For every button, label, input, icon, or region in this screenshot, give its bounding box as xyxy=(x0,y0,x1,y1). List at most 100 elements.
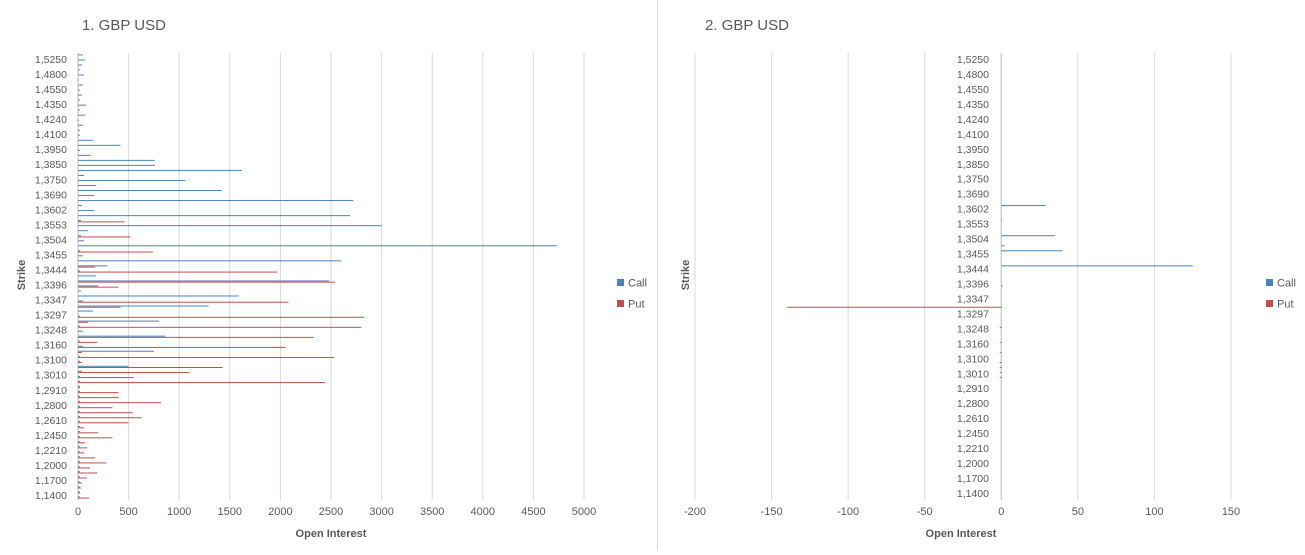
chart-1-bar-call xyxy=(78,240,85,242)
chart-2-y-tick-label: 1,1700 xyxy=(957,473,989,485)
chart-1-bar-call xyxy=(78,476,81,478)
chart-1-bar-call xyxy=(78,265,108,267)
chart-1-bar-call xyxy=(78,230,89,232)
chart-1-bar-call xyxy=(78,270,81,272)
chart-1-bar-call xyxy=(78,441,81,443)
chart-1-bar-call xyxy=(78,486,81,488)
chart-1-bar-call xyxy=(78,79,80,81)
chart-1-y-tick-label: 1,4350 xyxy=(35,99,67,111)
chart-1-bar-call xyxy=(78,330,84,332)
chart-1-bar-call xyxy=(78,99,81,101)
chart-1-bar-call xyxy=(78,320,159,322)
chart-1-bar-put xyxy=(78,472,98,474)
chart-2-bar-put xyxy=(999,367,1002,369)
chart-1-bar-call xyxy=(78,325,81,327)
chart-2-y-tick-label: 1,3297 xyxy=(957,308,989,320)
chart-1-y-tick-label: 1,5250 xyxy=(35,54,67,66)
chart-1-y-tick-label: 1,3248 xyxy=(35,325,67,337)
chart-1-y-tick-label: 1,3160 xyxy=(35,340,67,352)
chart-2-x-tick-label: -150 xyxy=(761,506,783,518)
chart-panel-1: 1. GBP USD 0 500 1000 1500 2000 2500 3000 3500 40… xyxy=(0,0,657,550)
chart-1-bar-call xyxy=(78,275,97,277)
chart-1-bar-put xyxy=(78,462,107,464)
chart-1-x-tick-label: 0 xyxy=(75,506,81,518)
chart-2-svg: 2. GBP USD -200 -150 -100 -50 0 50 100 150 1,5250… xyxy=(680,17,1296,540)
chart-2-y-tick-label: 1,2000 xyxy=(957,458,989,470)
chart-2-y-tick-label: 1,4350 xyxy=(957,99,989,111)
chart-1-bar-call xyxy=(78,375,81,377)
chart-1-bar-put xyxy=(78,422,129,424)
chart-1-x-tick-label: 4500 xyxy=(521,506,545,518)
chart-1-bar-put xyxy=(78,452,85,454)
chart-2-y-tick-label: 1,3850 xyxy=(957,159,989,171)
chart-1-legend-swatch-call xyxy=(617,279,624,286)
chart-1-bar-put xyxy=(78,467,91,469)
chart-1-legend-label-put: Put xyxy=(628,299,645,311)
chart-1-y-tick-label: 1,1700 xyxy=(35,475,67,487)
chart-2-bar-put xyxy=(999,351,1002,353)
chart-2-y-tick-label: 1,4550 xyxy=(957,84,989,96)
chart-1-bar-put xyxy=(78,412,133,414)
chart-2-bar-put xyxy=(999,377,1002,379)
chart-1-bar-call xyxy=(78,395,81,397)
chart-1-bar-call xyxy=(78,235,82,237)
chart-1-bar-call xyxy=(78,365,129,367)
chart-1-bar-call xyxy=(78,496,81,498)
chart-2-bar-call xyxy=(1001,245,1005,247)
chart-1-bar-put xyxy=(78,427,85,429)
chart-1-bar-put xyxy=(78,271,278,273)
chart-2-bar-call xyxy=(1001,250,1063,252)
chart-2-y-tick-label: 1,2610 xyxy=(957,413,989,425)
chart-2-title: 2. GBP USD xyxy=(705,17,789,34)
chart-1-bar-call xyxy=(78,416,81,418)
chart-2-y-tick-label: 1,3010 xyxy=(957,368,989,380)
chart-2-y-tick-label: 1,3455 xyxy=(957,249,989,261)
chart-2-y-tick-label: 1,3504 xyxy=(957,234,989,246)
chart-2-y-tick-label: 1,4240 xyxy=(957,114,989,126)
chart-1-bar-call xyxy=(78,451,81,453)
chart-1-bar-call xyxy=(78,385,81,387)
chart-1-bar-put xyxy=(78,497,90,499)
chart-1-bar-call xyxy=(78,250,81,252)
chart-1-bar-call xyxy=(78,255,84,257)
chart-1-bar-call xyxy=(78,119,80,121)
chart-1-bar-call xyxy=(78,184,97,186)
chart-1-title: 1. GBP USD xyxy=(82,17,166,34)
chart-2-legend-label-put: Put xyxy=(1277,299,1294,311)
chart-2-y-tick-label: 1,5250 xyxy=(957,54,989,66)
chart-1-bar-call xyxy=(78,481,81,483)
chart-2-bar-call xyxy=(1001,220,1003,222)
chart-1-bar-put xyxy=(78,397,119,399)
chart-1-bar-put xyxy=(78,286,119,288)
chart-2-y-tick-label: 1,3100 xyxy=(957,353,989,365)
chart-1-bar-call xyxy=(78,94,83,96)
chart-1-bar-call xyxy=(78,179,186,181)
chart-1-bar-put xyxy=(78,336,314,338)
chart-2-y-tick-label: 1,2910 xyxy=(957,383,989,395)
chart-1-bar-put xyxy=(78,487,82,489)
chart-1-bar-call xyxy=(78,64,83,66)
chart-1-bar-call xyxy=(78,89,81,91)
chart-1-bar-call xyxy=(78,431,81,433)
chart-1-bar-call xyxy=(78,335,166,337)
chart-1-bar-put xyxy=(78,281,336,283)
chart-1-bar-call xyxy=(78,305,209,307)
chart-2-y-tick-label: 1,2210 xyxy=(957,443,989,455)
chart-1-legend-swatch-put xyxy=(617,300,624,307)
chart-2-x-tick-label: 50 xyxy=(1072,506,1084,518)
chart-1-x-tick-label: 2000 xyxy=(268,506,292,518)
chart-1-bar-call xyxy=(78,245,557,247)
chart-1-bar-call xyxy=(78,355,81,357)
chart-1-bar-put xyxy=(78,482,83,484)
chart-1-y-tick-label: 1,3444 xyxy=(35,264,67,276)
chart-2-legend-swatch-call xyxy=(1266,279,1273,286)
chart-1-y-tick-label: 1,3602 xyxy=(35,204,67,216)
chart-2-x-axis-title: Open Interest xyxy=(926,528,997,540)
chart-1-y-tick-label: 1,4550 xyxy=(35,84,67,96)
chart-1-bar-call xyxy=(78,421,81,423)
chart-2-legend-swatch-put xyxy=(1266,300,1273,307)
chart-1-x-tick-label: 3000 xyxy=(369,506,393,518)
chart-1-y-tick-label: 1,3455 xyxy=(35,249,67,261)
chart-1-bar-put xyxy=(78,221,125,223)
chart-1-bar-put xyxy=(78,407,113,409)
